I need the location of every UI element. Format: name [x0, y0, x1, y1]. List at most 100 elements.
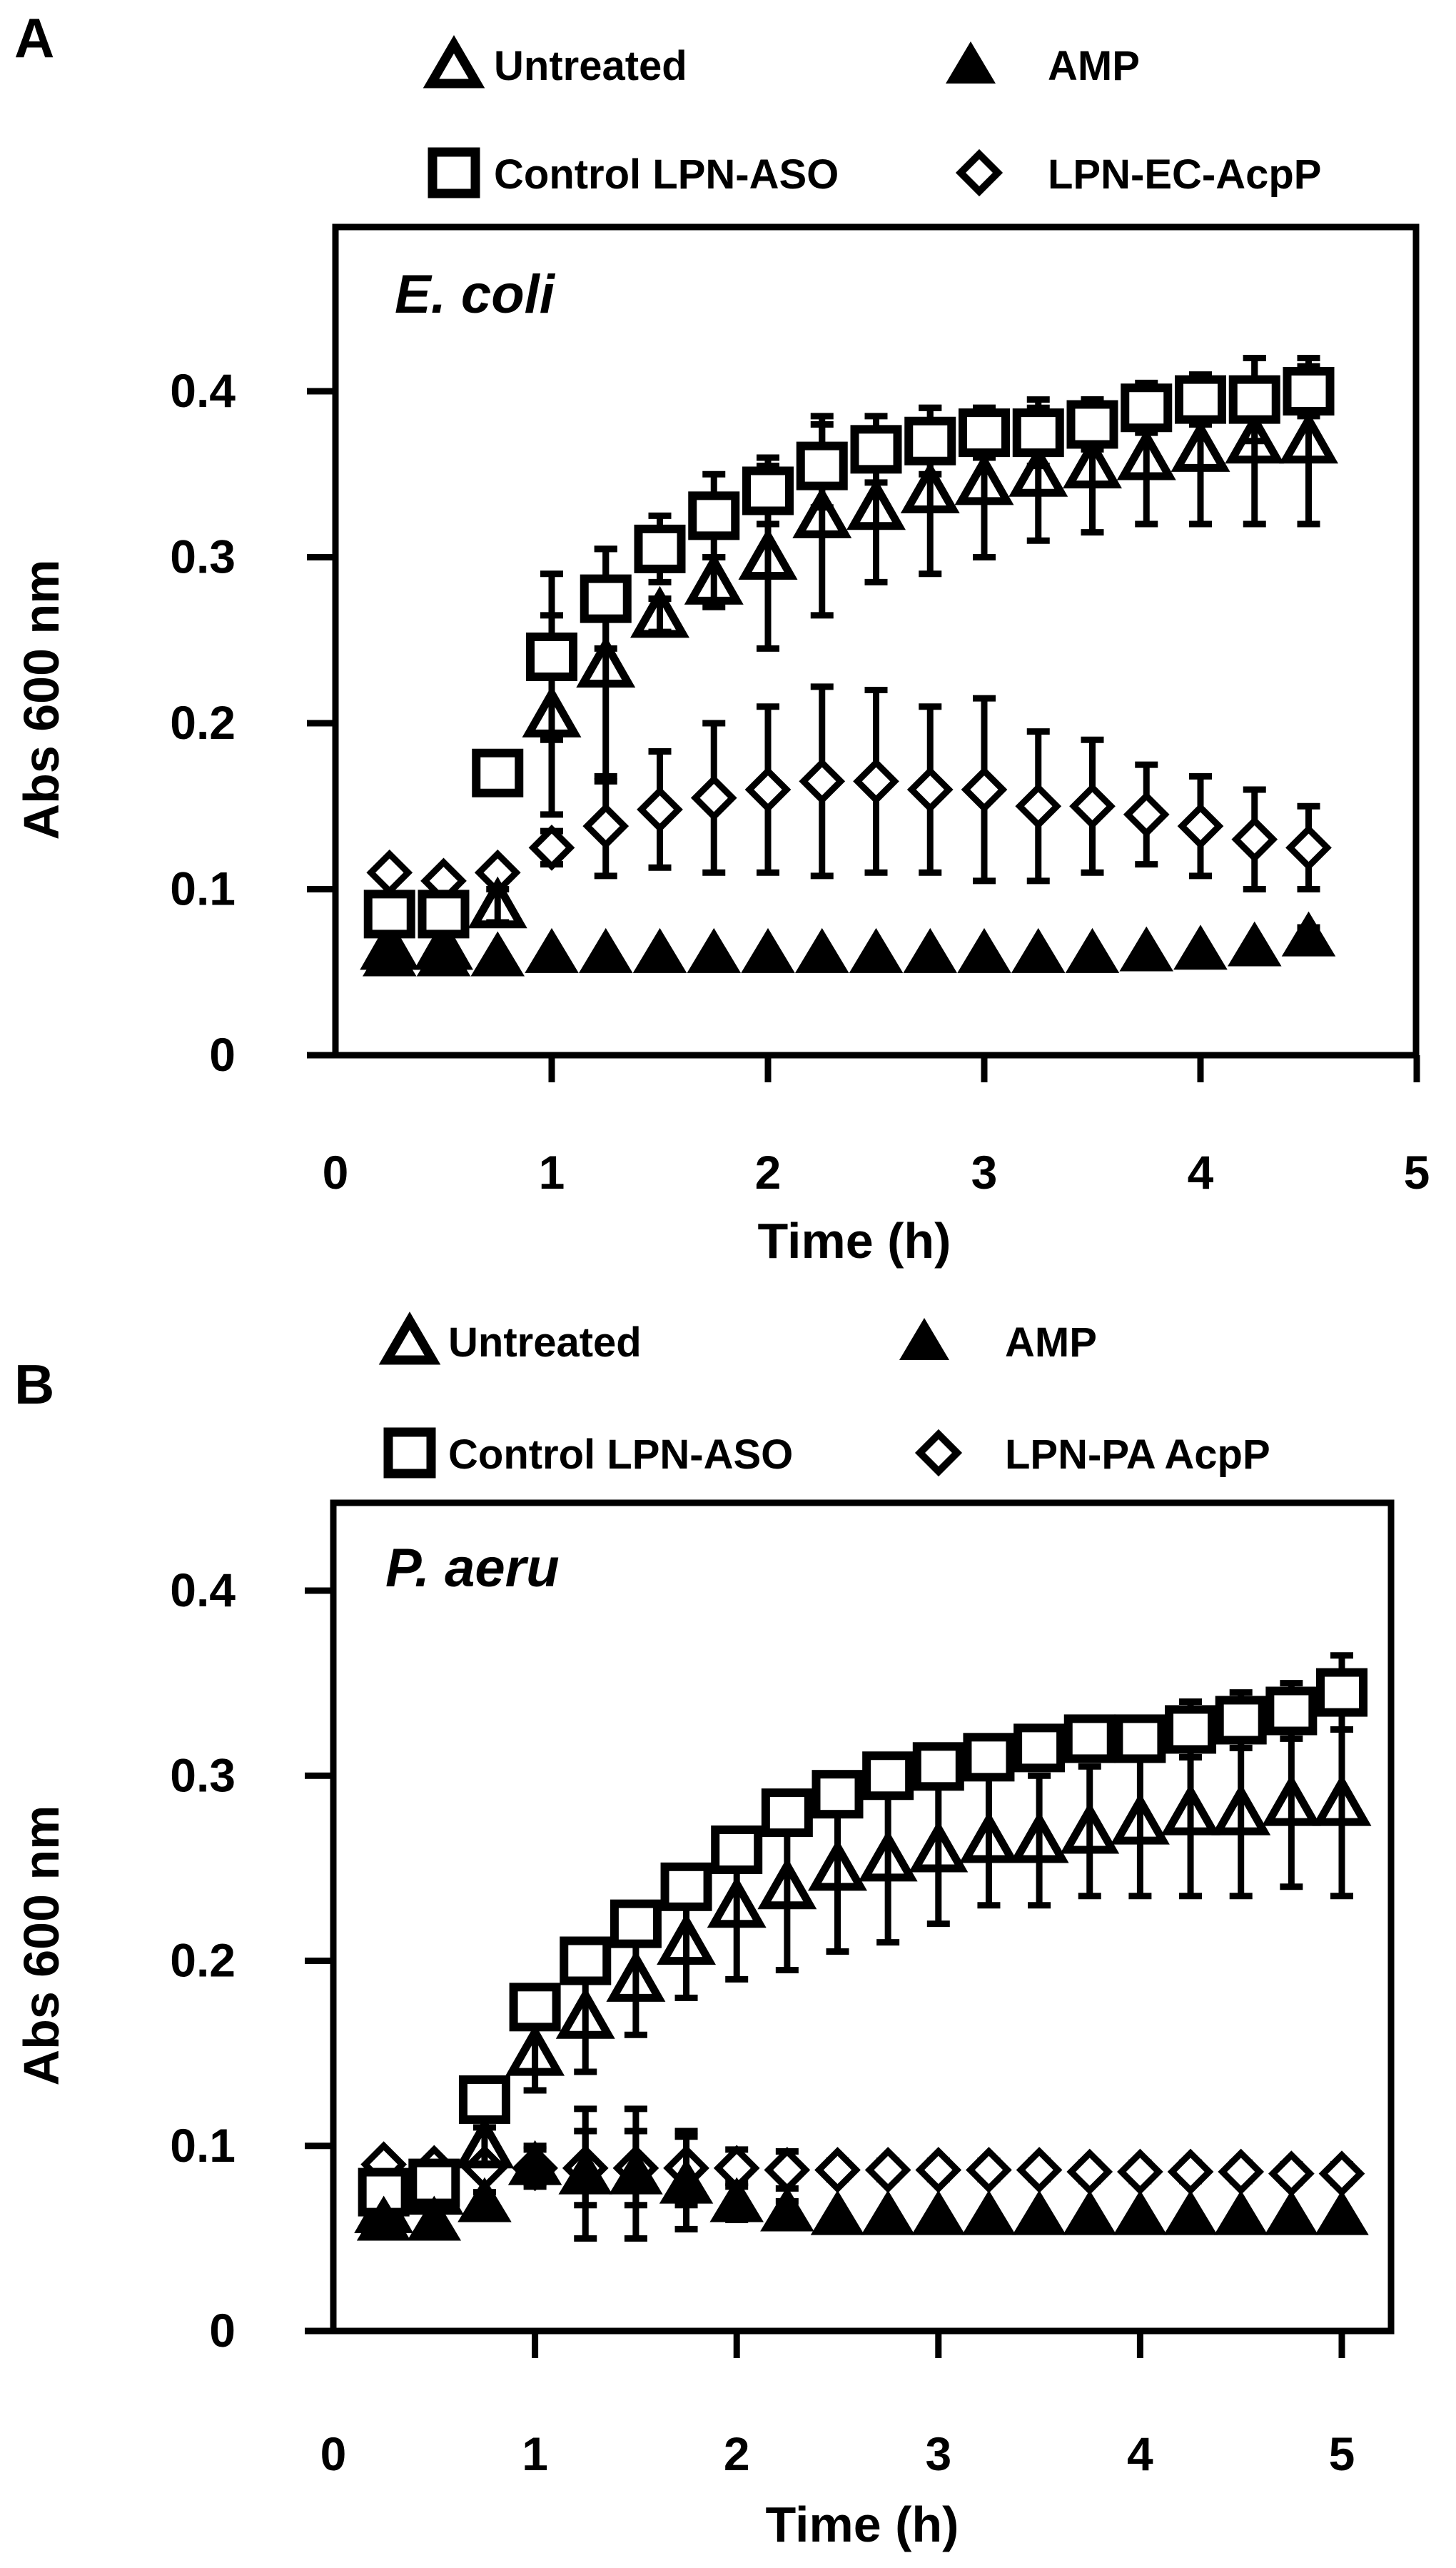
x-axis-title: Time (h)	[758, 1213, 951, 1269]
data-point	[1161, 1783, 1220, 1836]
data-point	[580, 574, 632, 623]
x-tick-label: 0	[320, 2427, 347, 2480]
series-amp	[362, 911, 1336, 977]
data-point	[1283, 367, 1335, 416]
data-point	[1163, 2190, 1218, 2235]
data-point	[858, 1829, 918, 1882]
data-point	[1066, 400, 1118, 449]
data-point	[576, 635, 636, 688]
panel-letter: A	[14, 6, 54, 69]
data-point	[1119, 926, 1174, 972]
data-point	[509, 1983, 561, 2032]
x-tick-label: 2	[755, 1146, 782, 1199]
data-point	[1012, 408, 1064, 458]
data-point	[687, 927, 742, 973]
species-label: E. coli	[395, 264, 556, 325]
panel-b: B Untreated AMP Control LPN-ASO LPN-PA A…	[14, 1311, 1395, 2552]
y-tick-label: 0.1	[170, 2119, 236, 2172]
data-point	[363, 890, 415, 939]
data-point	[912, 1742, 964, 1791]
data-point	[1062, 2190, 1117, 2235]
data-point	[1066, 2148, 1113, 2195]
data-point	[1116, 428, 1176, 480]
data-point	[1281, 911, 1336, 957]
species-label: P. aeru	[385, 1538, 560, 1598]
data-point	[606, 1950, 666, 2002]
data-point	[1218, 2148, 1265, 2195]
data-point	[1065, 927, 1120, 973]
data-point	[764, 2147, 811, 2193]
panel-a: A Untreated AMP Control LPN-ASO LPN-EC-A…	[14, 6, 1430, 1269]
data-point	[366, 849, 413, 896]
legend-item-untreated: Untreated	[378, 1311, 642, 1366]
data-point	[1016, 2147, 1063, 2193]
data-point	[911, 2190, 966, 2235]
panel-letter: B	[14, 1353, 54, 1416]
legend-item-lpn-ec-acpp: LPN-EC-AcpP	[955, 148, 1321, 198]
data-point	[416, 931, 471, 977]
data-point	[1008, 445, 1068, 497]
data-point	[1279, 411, 1338, 464]
data-point	[903, 927, 958, 973]
x-axis-title: Time (h)	[766, 2497, 959, 2552]
series-lpn-pa-acpp	[360, 2128, 1365, 2209]
data-point	[1013, 1723, 1066, 1773]
data-point	[1211, 1783, 1271, 1836]
legend-triangle-filled-icon	[946, 41, 996, 84]
legend-triangle-filled-icon	[899, 1318, 949, 1360]
legend-label: Control LPN-ASO	[494, 151, 839, 198]
data-point	[846, 478, 906, 530]
y-tick-label: 0.4	[170, 364, 236, 417]
data-point	[1165, 1705, 1217, 1754]
legend-triangle-open-icon	[378, 1311, 441, 1365]
data-point	[1312, 1774, 1372, 1826]
data-point	[1265, 1686, 1318, 1736]
data-point	[742, 466, 794, 515]
data-point	[963, 1733, 1015, 1782]
data-point	[467, 876, 527, 929]
plot-frame	[330, 1499, 1395, 2335]
data-point	[808, 1838, 867, 1891]
data-point	[909, 1820, 969, 1873]
data-point	[505, 2024, 565, 2076]
data-point	[741, 927, 795, 973]
data-point	[418, 890, 470, 939]
legend-item-lpn-pa-acpp: LPN-PA AcpP	[914, 1429, 1270, 1478]
data-point	[659, 2158, 714, 2204]
data-point	[362, 931, 417, 977]
data-point	[1060, 1801, 1120, 1854]
legend-label: AMP	[1005, 1319, 1097, 1366]
legend-diamond-open-icon	[955, 148, 1003, 197]
legend-triangle-open-icon	[423, 35, 485, 89]
series-control-lpn-aso	[363, 355, 1335, 939]
legend-square-open-icon	[428, 147, 480, 198]
series-layer	[360, 355, 1338, 977]
data-point	[799, 758, 846, 805]
legend-diamond-open-icon	[914, 1429, 963, 1477]
data-point	[862, 1751, 914, 1801]
data-point	[356, 2195, 411, 2241]
data-point	[1123, 791, 1170, 838]
data-point	[690, 775, 737, 821]
data-point	[1011, 927, 1066, 973]
x-tick-label: 1	[539, 1146, 565, 1199]
data-point	[810, 2190, 865, 2235]
data-point	[609, 2149, 663, 2195]
data-point	[555, 1987, 615, 2039]
data-point	[1318, 2150, 1365, 2197]
data-point	[757, 1857, 817, 1910]
y-tick-label: 0.1	[170, 862, 236, 915]
data-point	[470, 931, 525, 977]
data-point	[1268, 2150, 1315, 2197]
data-point	[1215, 1696, 1267, 1745]
data-point	[610, 1899, 662, 1948]
data-point	[526, 633, 577, 681]
data-point	[738, 528, 798, 580]
data-point	[1228, 375, 1280, 424]
data-point	[1315, 2190, 1369, 2235]
y-axis-title: Abs 600 nm	[14, 1806, 69, 2086]
data-point	[560, 1936, 612, 1985]
x-tick-label: 4	[1188, 1146, 1214, 1199]
axes: 0 1 2 3 4 5 0 0.1 0.2 0.3 0.4	[170, 364, 1430, 1199]
data-point	[761, 1788, 813, 1838]
